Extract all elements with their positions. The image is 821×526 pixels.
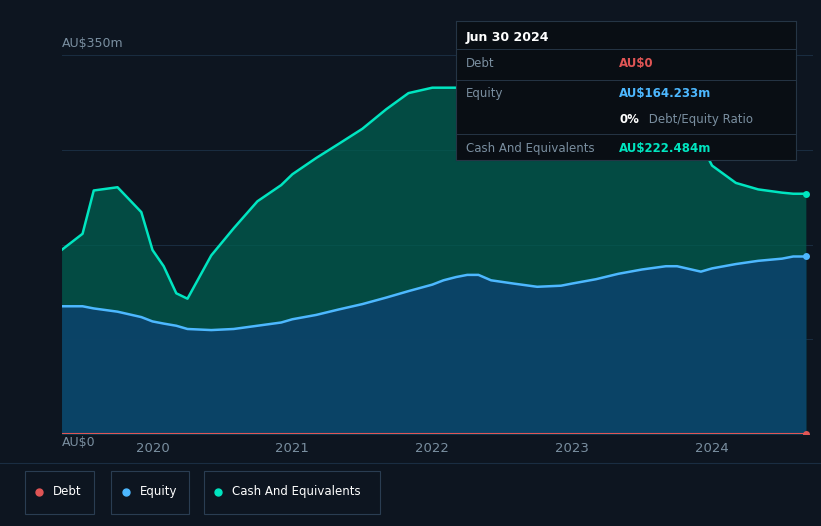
Text: AU$0: AU$0 xyxy=(619,57,654,70)
Text: Cash And Equivalents: Cash And Equivalents xyxy=(466,143,594,155)
Text: 0%: 0% xyxy=(619,113,639,126)
Text: Debt/Equity Ratio: Debt/Equity Ratio xyxy=(644,113,753,126)
Text: AU$164.233m: AU$164.233m xyxy=(619,87,712,99)
Text: Debt: Debt xyxy=(466,57,494,70)
Text: AU$222.484m: AU$222.484m xyxy=(619,143,712,155)
Text: Debt: Debt xyxy=(53,485,82,498)
Text: Equity: Equity xyxy=(466,87,503,99)
Text: Equity: Equity xyxy=(140,485,177,498)
Text: AU$0: AU$0 xyxy=(62,436,95,449)
Text: Jun 30 2024: Jun 30 2024 xyxy=(466,31,549,44)
Text: Cash And Equivalents: Cash And Equivalents xyxy=(232,485,361,498)
Text: AU$350m: AU$350m xyxy=(62,36,123,49)
